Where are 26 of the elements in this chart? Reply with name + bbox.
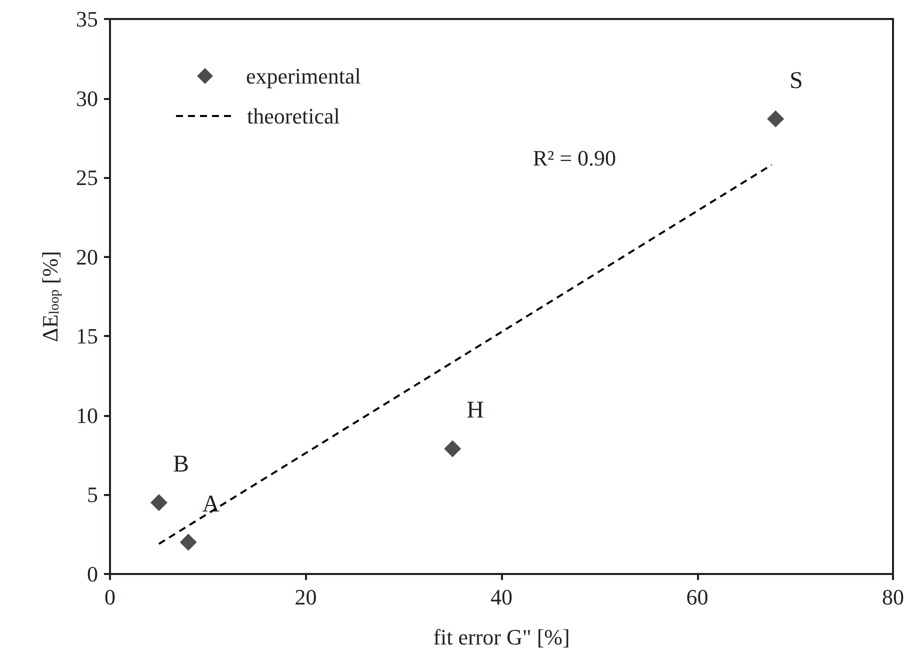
point	[150, 494, 168, 512]
y-tick-label: 10	[76, 402, 98, 428]
x-tick-label: 0	[104, 584, 116, 610]
x-tick-label: 20	[294, 584, 317, 610]
annotation: B	[172, 452, 189, 478]
y-tick-label: 25	[76, 165, 98, 190]
annotation: A	[202, 491, 220, 518]
legend-label: experimental	[246, 64, 361, 88]
annotation: S	[790, 68, 803, 94]
y-tick-label: 15	[76, 324, 98, 349]
y-axis-title: ΔEloop [%]	[38, 251, 62, 342]
x-tick-label: 80	[882, 584, 904, 610]
y-tick-label: 5	[87, 482, 98, 508]
point	[444, 440, 462, 458]
point	[180, 534, 197, 551]
y-tick-label: 30	[76, 86, 98, 111]
legend-label: theoretical	[247, 104, 340, 128]
point	[767, 110, 784, 128]
annotation: R² = 0.90	[532, 145, 616, 170]
y-tick-label: 35	[76, 6, 98, 32]
y-tick-label: 0	[87, 562, 98, 586]
x-axis-title: fit error G" [%]	[433, 624, 570, 650]
x-tick-label: 60	[686, 584, 708, 610]
y-tick-label: 20	[76, 244, 98, 270]
x-tick-label: 40	[490, 584, 512, 610]
annotation: H	[466, 398, 484, 424]
